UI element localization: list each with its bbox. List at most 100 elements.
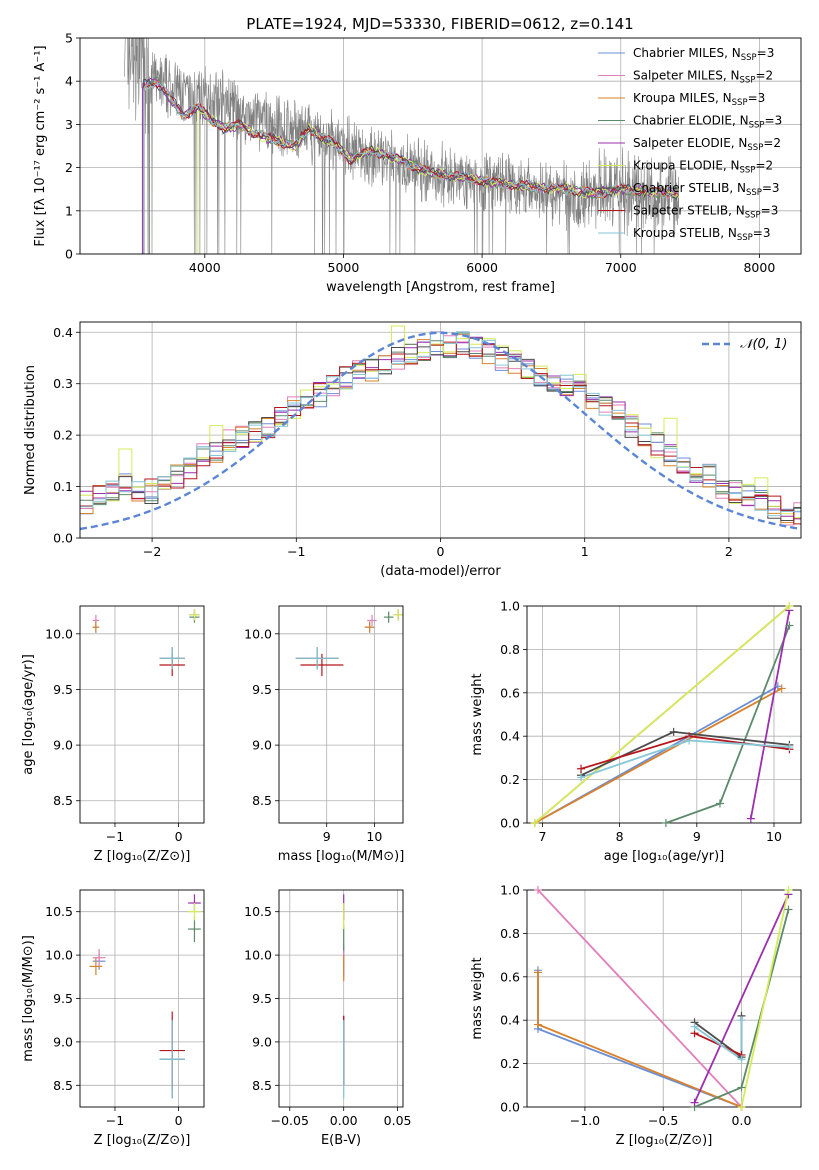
histogram-step-6 [80, 337, 801, 521]
errorbar-7 [300, 653, 344, 677]
x-tick-label: 1 [581, 544, 589, 559]
chart-residuals: −2 −1 0 1 2 0.0 0.1 0.2 0.3 0.4 (data-model)/error… [23, 321, 802, 579]
model-line-8 [143, 82, 678, 254]
errorbar-5 [393, 609, 403, 621]
plot-area [80, 606, 204, 823]
legend-label: Salpeter MILES, NSSP=2 [633, 69, 773, 86]
weight-marker [533, 1020, 542, 1029]
axes-frame [79, 605, 205, 824]
weight-marker [737, 1016, 746, 1025]
y-axis-label: Normed distribution [23, 365, 38, 495]
y-tick-label: 9.5 [252, 682, 272, 697]
x-tick-label: −0.05 [271, 1113, 309, 1128]
x-tick-label: 6000 [466, 260, 498, 275]
errorbar-8 [159, 1020, 185, 1099]
x-tick-label: −1 [106, 1113, 124, 1128]
weight-line-4 [749, 610, 791, 819]
y-tick-label: 0.6 [500, 969, 520, 984]
weight-line-5 [534, 606, 790, 823]
x-axis-label: wavelength [Angstrom, rest frame] [326, 280, 555, 295]
chart-age-vs-Z: −1 0 8.5 9.0 9.5 10.0 Z [log₁₀(Z/Z⊙)] age [log₁… [21, 605, 205, 864]
errorbar-3 [383, 611, 394, 623]
x-tick-label: 8000 [743, 260, 775, 275]
errorbar-1 [92, 949, 106, 967]
x-tick-label: 0.0 [732, 1113, 752, 1128]
weight-marker [669, 727, 678, 736]
y-tick-label: 0.3 [53, 376, 73, 391]
figure-title: PLATE=1924, MJD=53330, FIBERID=0612, z=0… [246, 15, 633, 33]
plot-area [80, 890, 204, 1107]
legend-label: Kroupa MILES, NSSP=3 [633, 91, 765, 108]
chart-weight-vs-Z: −1.0 −0.5 0.0 0.0 0.2 0.4 0.6 0.8 1.0 Z [log₁₀(Z/… [470, 883, 802, 1148]
y-tick-label: 2 [65, 160, 73, 175]
x-tick-label: 10 [766, 829, 782, 844]
errorbar-5 [188, 903, 201, 921]
x-tick-label: 9 [693, 829, 701, 844]
weight-marker [785, 743, 794, 752]
y-tick-label: 9.0 [53, 1034, 73, 1049]
y-tick-label: 9.0 [53, 738, 73, 753]
legend-label: Chabrier ELODIE, NSSP=3 [633, 114, 782, 131]
y-tick-label: 9.5 [53, 991, 73, 1006]
y-tick-label: 8.5 [53, 793, 73, 808]
x-tick-label: 0.05 [384, 1113, 412, 1128]
weight-marker [533, 968, 542, 977]
weight-marker [533, 886, 542, 894]
y-axis-label: Flux [fλ 10⁻¹⁷ erg cm⁻² s⁻¹ A⁻¹] [33, 45, 48, 246]
spectrum-data-line [124, 38, 680, 254]
y-tick-label: 0.2 [500, 1056, 520, 1071]
weight-marker [777, 684, 786, 693]
x-tick-label: 5000 [328, 260, 360, 275]
y-axis-label: mass weight [470, 957, 485, 1039]
weight-line-1 [537, 890, 743, 1107]
plot-area [279, 606, 403, 823]
chart-mass-vs-Z: −1 0 8.5 9.0 9.5 10.0 10.5 Z [log₁₀(Z/Z⊙)] mass … [21, 889, 205, 1148]
axes-frame [79, 889, 205, 1108]
x-axis-label: mass [log₁₀(M/M⊙)] [278, 849, 405, 864]
y-tick-label: 0.6 [500, 685, 520, 700]
x-tick-label: 7000 [605, 260, 637, 275]
plot-area [80, 38, 801, 254]
y-tick-label: 10.0 [45, 626, 73, 641]
legend-label: Chabrier MILES, NSSP=3 [633, 46, 774, 63]
x-tick-label: −2 [143, 544, 161, 559]
histogram-step-4 [80, 336, 801, 520]
plot-area [527, 606, 801, 823]
axes-frame [526, 889, 802, 1108]
model-line-6 [143, 78, 679, 254]
y-tick-label: 1 [65, 203, 73, 218]
y-tick-label: 8.5 [53, 1078, 73, 1093]
weight-marker [785, 602, 794, 610]
y-axis-label: age [log₁₀(age/yr)] [21, 654, 36, 775]
weight-marker [784, 886, 793, 894]
errorbar-2 [364, 621, 375, 633]
plot-area [527, 890, 801, 1107]
y-tick-label: 10.0 [244, 948, 272, 963]
y-tick-label: 1.0 [500, 599, 520, 614]
x-tick-label: 9 [323, 829, 331, 844]
x-tick-label: 8 [616, 829, 624, 844]
x-tick-label: 10 [366, 829, 382, 844]
chart-mass-vs-EBV: −0.05 0.00 0.05 8.5 9.0 9.5 10.0 10.5 E(B-V) [244, 889, 412, 1148]
y-tick-label: 10.0 [45, 948, 73, 963]
x-tick-label: 2 [725, 544, 733, 559]
histogram-step-8 [80, 331, 801, 517]
weight-line-4 [693, 893, 790, 1104]
x-axis-label: E(B-V) [321, 1133, 361, 1148]
weight-marker [661, 819, 670, 827]
y-tick-label: 0.4 [500, 729, 520, 744]
weight-marker [715, 799, 724, 808]
plot-area [279, 890, 403, 1107]
y-tick-label: 0.4 [500, 1013, 520, 1028]
x-tick-label: −1 [287, 544, 305, 559]
x-axis-label: Z [log₁₀(Z/Z⊙)] [616, 1133, 713, 1148]
axes-frame [278, 889, 404, 1108]
axes-frame [278, 605, 404, 824]
x-axis-label: age [log₁₀(age/yr)] [604, 849, 725, 864]
y-tick-label: 0.0 [500, 816, 520, 831]
y-axis-label: mass weight [470, 673, 485, 755]
spectrum-legend: Chabrier MILES, NSSP=3 Salpeter MILES, NS… [598, 46, 782, 243]
x-tick-label: 0 [437, 544, 445, 559]
